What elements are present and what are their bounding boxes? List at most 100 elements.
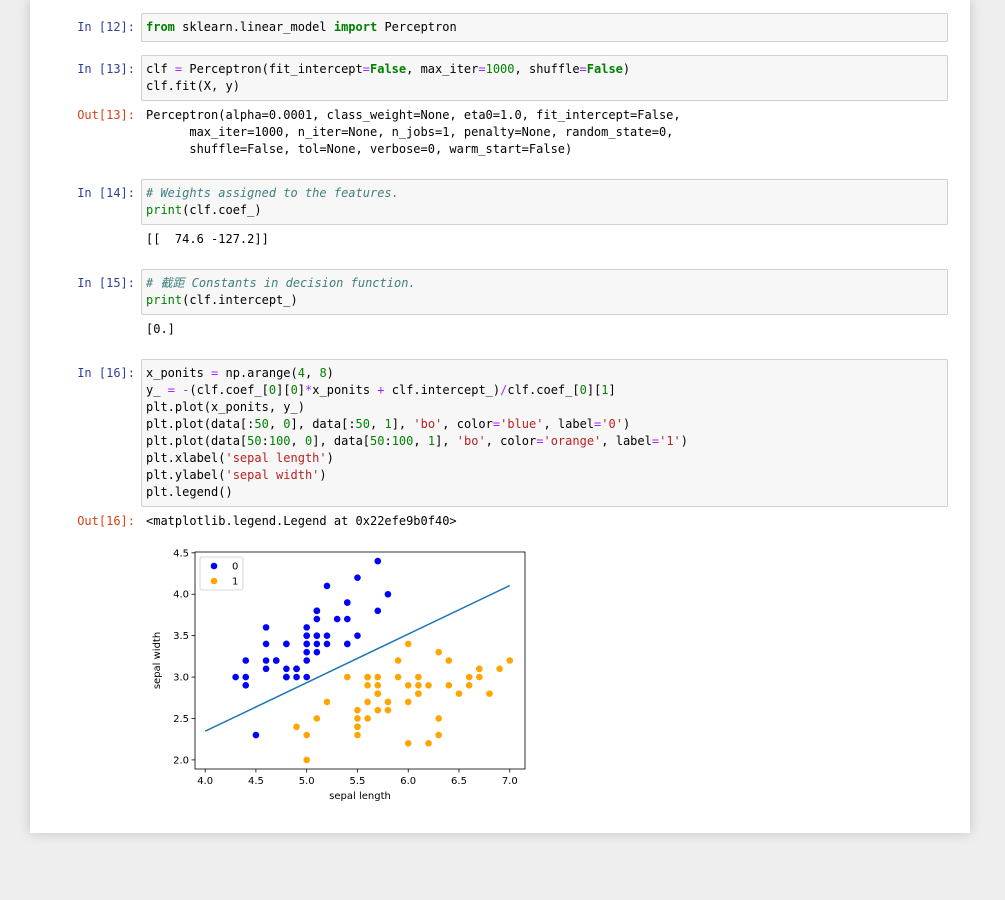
point	[506, 657, 514, 664]
point	[425, 682, 432, 689]
point	[303, 648, 310, 656]
y-tick-label: 2.5	[173, 714, 189, 725]
point	[313, 640, 321, 648]
point	[323, 640, 331, 648]
in-prompt: In [12]:	[77, 20, 135, 34]
point	[303, 731, 310, 739]
point	[374, 690, 382, 697]
out-prompt-space	[30, 321, 135, 338]
point	[374, 706, 382, 714]
point	[404, 698, 412, 706]
output-line: <matplotlib.legend.Legend at 0x22efe9b0f…	[146, 514, 457, 528]
point	[333, 615, 341, 623]
point	[232, 673, 239, 681]
code-line: from sklearn.linear_model import Percept…	[146, 20, 457, 34]
x-tick-label: 4.0	[197, 776, 213, 787]
code-box: x_ponits = np.arange(4, 8) y_ = -(clf.coe…	[141, 359, 948, 507]
output: [0.]	[141, 321, 175, 338]
point	[354, 715, 361, 722]
y-tick-label: 2.0	[173, 755, 189, 766]
point	[262, 665, 270, 673]
code-box: clf = Perceptron(fit_intercept=False, ma…	[141, 55, 948, 101]
point	[313, 615, 321, 623]
point	[323, 582, 331, 590]
code-box: # 截距 Constants in decision function. prin…	[141, 269, 948, 315]
point	[283, 640, 290, 648]
point	[303, 632, 310, 639]
frame	[194, 551, 526, 770]
y-tick-label: 4.0	[173, 590, 189, 601]
code-line: # 截距 Constants in decision function.	[146, 276, 416, 290]
point	[415, 690, 422, 697]
decision-line	[204, 584, 511, 732]
point	[435, 731, 442, 739]
point	[313, 632, 321, 639]
output-line: [0.]	[146, 322, 175, 336]
x-tick-label: 6.5	[451, 776, 467, 787]
output-line: Perceptron(alpha=0.0001, class_weight=No…	[146, 108, 681, 122]
x-axis-label: sepal length	[329, 791, 391, 802]
x-tick-label: 7.0	[502, 776, 518, 787]
chart: 4.0 4.5 5.0 5.5 6.0 6.5 7.0 2.0 2.5 3.0 3.5 4.0 4.5 s…	[152, 548, 526, 802]
point	[344, 599, 351, 606]
input-row: In [14]: # Weights assigned to the featur…	[30, 179, 970, 225]
code-line: plt.xlabel('sepal length')	[146, 451, 334, 465]
point	[404, 740, 412, 747]
point	[303, 624, 310, 631]
point	[445, 657, 453, 664]
y-axis-label: sepal width	[152, 632, 163, 689]
point	[364, 715, 371, 722]
point	[262, 657, 270, 664]
code-line: clf.fit(X, y)	[146, 79, 240, 93]
point	[374, 673, 382, 681]
point	[344, 640, 351, 648]
point	[293, 723, 300, 731]
out-prompt: Out[16]:	[77, 514, 135, 528]
point	[364, 698, 371, 706]
point	[364, 673, 371, 681]
plot-area	[195, 552, 525, 769]
input-row: In [13]: clf = Perceptron(fit_intercept=F…	[30, 55, 970, 101]
in-prompt: In [16]:	[77, 366, 135, 380]
legend-marker	[210, 562, 218, 570]
point	[313, 607, 321, 615]
point	[323, 632, 331, 639]
legend-label: 0	[232, 562, 238, 573]
point	[252, 731, 260, 739]
legend-label: 1	[232, 577, 238, 588]
point	[303, 640, 310, 648]
point	[404, 682, 412, 689]
x-tick-label: 5.0	[299, 776, 315, 787]
point	[242, 673, 250, 681]
point	[374, 682, 382, 689]
point	[354, 731, 361, 739]
out-prompt: Out[13]:	[77, 108, 135, 122]
cell: In [16]: x_ponits = np.arange(4, 8) y_ = -…	[30, 359, 970, 814]
y-tick-label: 4.5	[173, 548, 189, 559]
output-row: Out[16]: <matplotlib.legend.Legend at 0x2…	[30, 507, 970, 814]
x-tick-label: 5.5	[350, 776, 366, 787]
input-row: In [16]: x_ponits = np.arange(4, 8) y_ = -…	[30, 359, 970, 507]
cell: In [12]: from sklearn.linear_model import…	[30, 13, 970, 42]
point	[354, 574, 361, 581]
output-row: [[ 74.6 -127.2]]	[30, 225, 970, 256]
point	[425, 740, 432, 747]
point	[445, 682, 453, 689]
output-line: max_iter=1000, n_iter=None, n_jobs=1, pe…	[146, 125, 674, 139]
point	[404, 640, 412, 648]
code-line: y_ = -(clf.coef_[0][0]*x_ponits + clf.in…	[146, 383, 616, 397]
point	[283, 673, 290, 681]
point	[262, 624, 270, 631]
point	[313, 715, 321, 722]
point	[374, 607, 382, 615]
code-line: plt.ylabel('sepal width')	[146, 468, 327, 482]
point	[313, 648, 321, 656]
point	[435, 715, 442, 722]
point	[476, 665, 483, 673]
output-line: shuffle=False, tol=None, verbose=0, warm…	[146, 142, 573, 156]
input-row: In [12]: from sklearn.linear_model import…	[30, 13, 970, 42]
point	[394, 657, 402, 664]
point	[394, 673, 402, 681]
point	[455, 690, 463, 697]
point	[262, 640, 270, 648]
